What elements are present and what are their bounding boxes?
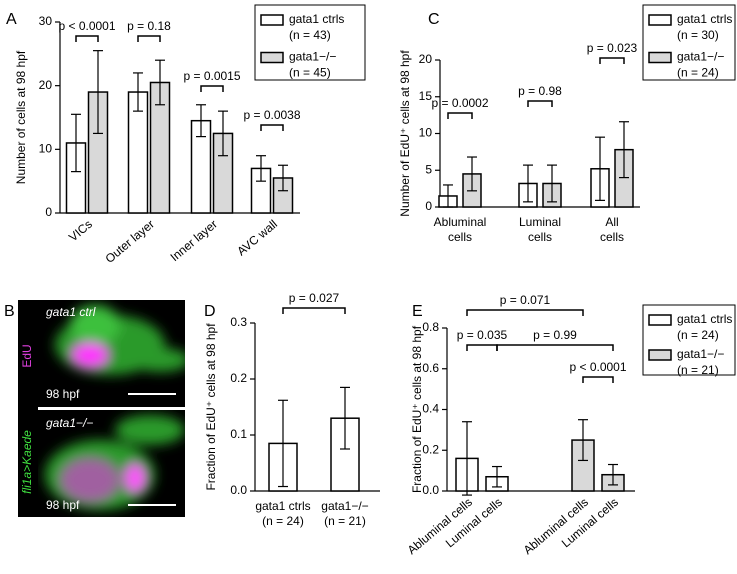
y-tick-label: 0.1 [230,427,247,441]
p-value: p < 0.0001 [58,19,115,33]
significance-bracket [599,57,625,64]
channel-strip [18,300,38,517]
x-tick-label: (n = 21) [324,514,366,528]
y-axis-label: Fraction of EdU⁺ cells at 98 hpf [204,323,218,491]
p-value: p = 0.027 [289,291,340,305]
p-value: p = 0.071 [500,293,551,307]
p-value: p < 0.0001 [569,360,626,374]
legend-label: gata1−/− [677,50,724,64]
x-tick-label: gata1 ctrls [255,499,310,513]
significance-bracket [447,112,473,119]
legend-swatch [260,51,284,64]
x-tick-label: cells [600,230,624,244]
legend-swatch [648,51,672,64]
x-tick-label: Luminal [519,215,561,229]
genotype-label: gata1 ctrl [46,305,96,319]
y-tick-label: 20 [39,78,53,92]
legend-n: (n = 30) [677,28,719,42]
x-tick-label: Outer layer [102,217,156,266]
y-tick-label: 0 [45,205,52,219]
stage-label: 98 hpf [46,498,80,512]
x-tick-label: AVC wall [234,217,280,258]
panel-label: E [412,303,423,320]
channel-label: fli1a>Kaede [20,430,34,494]
x-tick-label: (n = 24) [262,514,304,528]
significance-bracket [527,100,553,107]
p-value: p = 0.0038 [243,108,300,122]
significance-bracket [466,344,498,351]
genotype-label: gata1−/− [46,416,93,430]
p-value: p = 0.023 [587,41,638,55]
y-tick-label: 20 [419,52,433,66]
legend-label: gata1 ctrls [289,12,344,26]
legend-label: gata1 ctrls [677,12,732,26]
p-value: p = 0.99 [533,328,577,342]
y-tick-label: 10 [419,126,433,140]
x-tick-label: Abluminal [434,215,487,229]
significance-bracket [75,35,99,42]
p-value: p = 0.98 [518,84,562,98]
y-tick-label: 0.0 [422,483,439,497]
legend-box [642,304,736,376]
legend-swatch [648,314,672,326]
y-tick-label: 0.3 [230,315,247,329]
significance-bracket [282,307,346,314]
y-tick-label: 0.6 [422,361,439,375]
y-tick-label: 0.4 [422,402,439,416]
significance-bracket [260,124,284,131]
y-tick-label: 0.2 [230,371,247,385]
y-tick-label: 0 [425,199,432,213]
chart: C Number of EdU⁺ cells at 98 hpf 0 5 10 15 20 A… [398,4,736,244]
panel-label: B [4,303,15,320]
p-value: p = 0.18 [127,19,171,33]
channel-label: EdU [20,344,34,367]
legend-n: (n = 43) [289,28,331,42]
stage-label: 98 hpf [46,387,80,401]
x-tick-label: VICs [66,217,95,244]
y-tick-label: 0.2 [422,442,439,456]
x-tick-label: gata1−/− [321,499,368,513]
significance-bracket [466,309,584,316]
y-axis-label: Number of EdU⁺ cells at 98 hpf [398,50,412,217]
micrograph-signal [45,415,185,510]
panel-label: D [204,303,216,320]
legend-n: (n = 24) [677,328,719,342]
p-value: p = 0.0015 [183,69,240,83]
y-tick-label: 0.0 [230,483,247,497]
legend-label: gata1 ctrls [677,312,732,326]
x-tick-label: Inner layer [168,217,220,264]
significance-bracket [200,85,224,92]
y-tick-label: 0.8 [422,320,439,334]
p-value: p = 0.035 [457,328,508,342]
significance-bracket [582,376,614,383]
y-axis-label: Fraction of EdU⁺ cells at 98 hpf [410,325,424,493]
legend-swatch [260,14,284,26]
y-tick-label: 15 [419,89,433,103]
legend-label: gata1−/− [677,347,724,361]
legend-label: gata1−/− [289,50,336,64]
y-tick-label: 10 [39,142,53,156]
micrograph-signal [55,305,185,375]
p-value: p = 0.0002 [431,96,488,110]
y-tick-label: 30 [39,14,53,28]
chart: D Fraction of EdU⁺ cells at 98 hpf 0.0 0.1 0… [204,291,380,528]
image-panel: B EdU fli1a>Kaede gata1 ctrl 98 hpf gata… [4,300,185,517]
legend-n: (n = 24) [677,66,719,80]
legend-n: (n = 21) [677,363,719,377]
significance-bracket [137,35,161,42]
legend-swatch [648,349,672,361]
x-tick-label: cells [528,230,552,244]
x-tick-label: cells [448,230,472,244]
x-tick-label: All [605,215,618,229]
panel-label: A [6,11,17,28]
legend-swatch [648,14,672,26]
significance-bracket [496,344,614,351]
legend-n: (n = 45) [289,66,331,80]
y-tick-label: 5 [425,162,432,176]
chart: A Number of cells at 98 hpf 0 10 20 30 VICs Out… [6,4,366,266]
y-axis-label: Number of cells at 98 hpf [14,50,28,184]
panel-label: C [428,11,440,28]
